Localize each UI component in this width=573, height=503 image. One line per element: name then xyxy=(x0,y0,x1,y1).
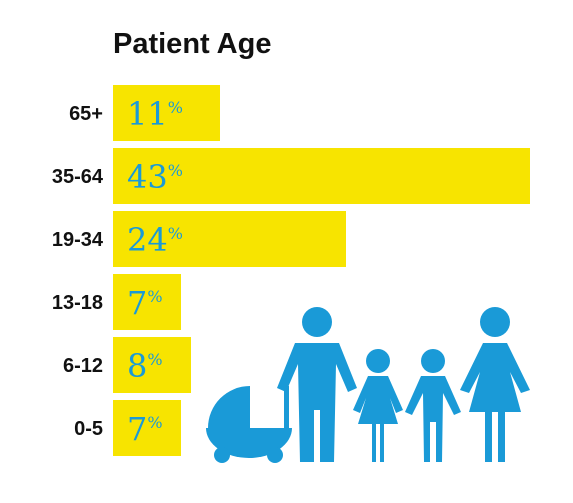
value-label: 8% xyxy=(127,347,163,385)
man-icon xyxy=(277,307,357,462)
family-illustration xyxy=(206,307,530,463)
bar-0-5 xyxy=(113,400,181,456)
stroller-icon xyxy=(206,386,292,463)
category-label: 35-64 xyxy=(52,166,104,188)
bar-19-34 xyxy=(113,211,346,267)
bars-group: 65+ 11% 35-64 43% 19-34 24% 13-18 7% 6-12 8% 0-5 7% xyxy=(52,85,530,456)
value-label: 24% xyxy=(127,221,183,259)
bar-35-64 xyxy=(113,148,530,204)
bar-6-12 xyxy=(113,337,191,393)
bar-65+ xyxy=(113,85,220,141)
boy-icon xyxy=(405,349,461,462)
value-label: 11% xyxy=(127,95,183,133)
girl-icon xyxy=(353,349,403,462)
category-label: 13-18 xyxy=(52,292,103,314)
value-label: 7% xyxy=(127,284,163,322)
category-label: 65+ xyxy=(69,103,103,125)
value-label: 7% xyxy=(127,410,163,448)
chart-title: Patient Age xyxy=(113,28,271,60)
category-label: 0-5 xyxy=(74,418,103,440)
value-label: 43% xyxy=(127,158,183,196)
woman-icon xyxy=(460,307,530,462)
bar-13-18 xyxy=(113,274,181,330)
category-label: 19-34 xyxy=(52,229,104,251)
category-label: 6-12 xyxy=(63,355,103,377)
